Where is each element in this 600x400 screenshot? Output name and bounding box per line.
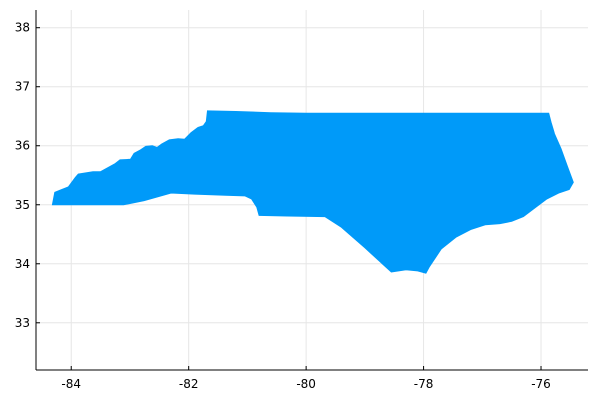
y-tick-label: 33 — [15, 316, 30, 330]
x-tick-label: -82 — [179, 377, 199, 391]
y-tick-label: 37 — [15, 80, 30, 94]
map-layer — [51, 110, 574, 274]
y-tick-label: 36 — [15, 139, 30, 153]
x-tick-label: -80 — [296, 377, 316, 391]
axes: -84 -82 -80 -78 -76 33 34 35 36 37 38 — [15, 10, 588, 391]
y-tick-label: 34 — [15, 257, 30, 271]
x-tick-label: -78 — [414, 377, 434, 391]
y-tick-label: 35 — [15, 198, 30, 212]
state-shape — [51, 110, 574, 274]
x-tick-label: -84 — [61, 377, 81, 391]
x-tick-label: -76 — [531, 377, 551, 391]
y-tick-label: 38 — [15, 21, 30, 35]
